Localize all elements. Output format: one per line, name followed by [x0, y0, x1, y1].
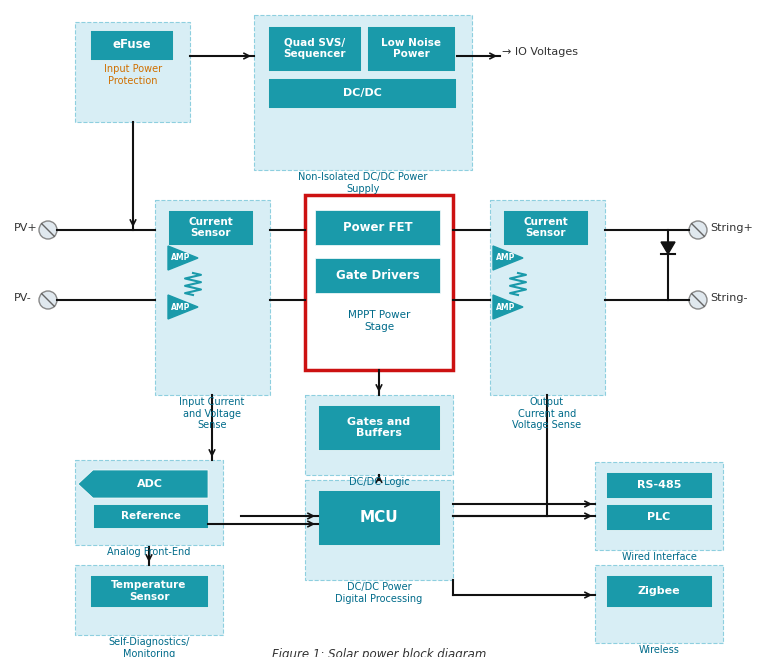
Text: Reference: Reference: [121, 511, 180, 521]
Bar: [305, 480, 453, 580]
Polygon shape: [661, 242, 675, 254]
Bar: [606, 575, 712, 607]
Text: PV+: PV+: [14, 223, 38, 233]
Bar: [367, 26, 455, 71]
Bar: [168, 210, 253, 245]
Circle shape: [689, 291, 707, 309]
Bar: [315, 210, 440, 245]
Polygon shape: [168, 295, 198, 319]
Text: Gate Drivers: Gate Drivers: [336, 269, 419, 282]
Text: Figure 1: Solar power block diagram: Figure 1: Solar power block diagram: [272, 648, 486, 657]
Bar: [606, 504, 712, 530]
Bar: [90, 575, 208, 607]
Text: Output
Current and
Voltage Sense: Output Current and Voltage Sense: [512, 397, 581, 430]
Polygon shape: [168, 246, 198, 270]
Polygon shape: [493, 246, 523, 270]
Text: Gates and
Buffers: Gates and Buffers: [347, 417, 411, 438]
Bar: [305, 395, 453, 475]
Text: PV-: PV-: [14, 293, 32, 303]
Bar: [75, 22, 190, 122]
Text: → IO Voltages: → IO Voltages: [502, 47, 578, 57]
Text: MPPT Power
Stage: MPPT Power Stage: [348, 310, 410, 332]
Bar: [595, 565, 723, 643]
Text: Power FET: Power FET: [343, 221, 412, 234]
Text: Non-Isolated DC/DC Power
Supply: Non-Isolated DC/DC Power Supply: [299, 172, 428, 194]
Text: String-: String-: [710, 293, 747, 303]
Bar: [305, 195, 453, 370]
Text: AMP: AMP: [171, 254, 190, 263]
Text: ADC: ADC: [137, 479, 163, 489]
Bar: [75, 460, 223, 545]
Bar: [93, 504, 208, 528]
Text: DC/DC: DC/DC: [343, 88, 381, 98]
Text: Low Noise
Power: Low Noise Power: [381, 37, 441, 59]
Circle shape: [39, 291, 57, 309]
Circle shape: [689, 221, 707, 239]
Bar: [318, 490, 440, 545]
Text: DC/DC Logic: DC/DC Logic: [349, 477, 409, 487]
Text: Wired Interface: Wired Interface: [622, 552, 697, 562]
Text: Self-Diagnostics/
Monitoring: Self-Diagnostics/ Monitoring: [108, 637, 190, 657]
Bar: [254, 15, 472, 170]
Text: AMP: AMP: [496, 302, 515, 311]
Bar: [315, 258, 440, 293]
Text: Temperature
Sensor: Temperature Sensor: [111, 580, 186, 602]
Text: Zigbee: Zigbee: [637, 586, 681, 596]
Text: eFuse: eFuse: [112, 39, 151, 51]
Text: Quad SVS/
Sequencer: Quad SVS/ Sequencer: [283, 37, 346, 59]
Bar: [490, 200, 605, 395]
Bar: [90, 30, 173, 60]
Text: DC/DC Power
Digital Processing: DC/DC Power Digital Processing: [335, 582, 423, 604]
Bar: [268, 78, 456, 108]
Text: Current
Sensor: Current Sensor: [188, 217, 233, 238]
Polygon shape: [78, 470, 208, 498]
Text: Input Current
and Voltage
Sense: Input Current and Voltage Sense: [180, 397, 245, 430]
Text: AMP: AMP: [171, 302, 190, 311]
Text: RS-485: RS-485: [637, 480, 681, 490]
Text: Wireless
Interface: Wireless Interface: [637, 645, 681, 657]
Bar: [595, 462, 723, 550]
Bar: [503, 210, 588, 245]
Text: Input Power
Protection: Input Power Protection: [104, 64, 162, 85]
Text: MCU: MCU: [360, 510, 398, 525]
Polygon shape: [493, 295, 523, 319]
Circle shape: [39, 221, 57, 239]
Text: String+: String+: [710, 223, 753, 233]
Text: Analog Front-End: Analog Front-End: [108, 547, 191, 557]
Bar: [318, 405, 440, 450]
Bar: [155, 200, 270, 395]
Text: AMP: AMP: [496, 254, 515, 263]
Bar: [268, 26, 361, 71]
Text: Current
Sensor: Current Sensor: [523, 217, 568, 238]
Text: PLC: PLC: [647, 512, 671, 522]
Bar: [93, 470, 208, 498]
Bar: [75, 565, 223, 635]
Bar: [606, 472, 712, 498]
